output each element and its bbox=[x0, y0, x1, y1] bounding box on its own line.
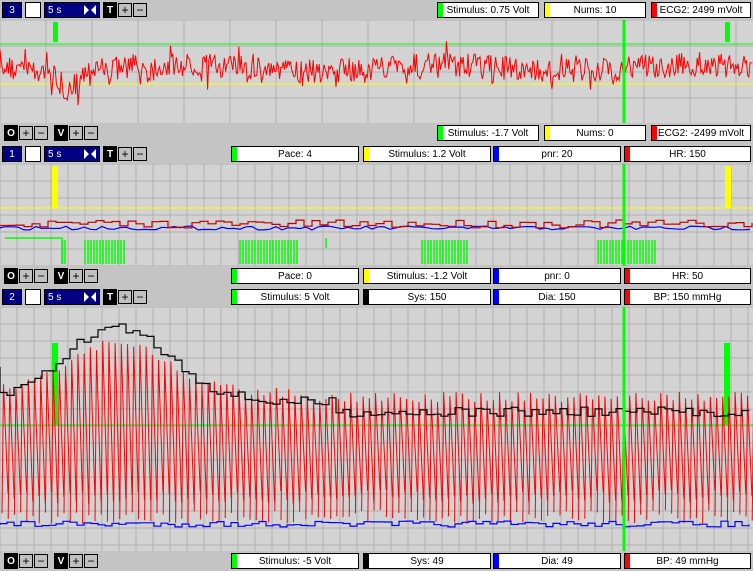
offset-toggle[interactable]: O bbox=[4, 125, 18, 141]
hr-max-field: HR: 150 bbox=[624, 146, 751, 162]
time-toggle[interactable]: T bbox=[103, 289, 117, 305]
time-plus-button[interactable]: + bbox=[118, 147, 132, 161]
pnr-trace bbox=[0, 225, 751, 231]
offset-plus-button[interactable]: + bbox=[19, 554, 33, 568]
offset-plus-button[interactable]: + bbox=[19, 126, 33, 140]
volt-minus-button[interactable]: − bbox=[84, 126, 98, 140]
offset-minus-button[interactable]: − bbox=[34, 554, 48, 568]
bp-max-field: BP: 150 mmHg bbox=[624, 289, 751, 305]
pace-marks bbox=[61, 240, 656, 264]
dia-max-field: Dia: 150 bbox=[493, 289, 621, 305]
volt-minus-button[interactable]: − bbox=[84, 554, 98, 568]
pnr-min-field: pnr: 0 bbox=[493, 268, 621, 284]
channel-number[interactable]: 2 bbox=[2, 289, 22, 305]
sys-min-field: Sys: 49 bbox=[363, 553, 491, 569]
channel-number[interactable]: 1 bbox=[2, 146, 22, 162]
volt-toggle[interactable]: V bbox=[54, 268, 68, 284]
stimulus-marker bbox=[725, 22, 730, 42]
stimulus-marker bbox=[724, 343, 730, 425]
panel-1-bottom-bar: O + − V + − Pace: 0 Stimulus: -1.2 Volt … bbox=[0, 266, 753, 286]
grid-lines bbox=[0, 164, 753, 266]
pace-max-field: Pace: 4 bbox=[231, 146, 359, 162]
hr-min-field: HR: 50 bbox=[624, 268, 751, 284]
blood-pressure-plot[interactable] bbox=[0, 307, 753, 551]
expand-arrows-icon[interactable] bbox=[83, 291, 97, 303]
channel-color-swatch[interactable] bbox=[25, 146, 41, 162]
expand-arrows-icon[interactable] bbox=[83, 148, 97, 160]
bp-trace bbox=[1, 340, 753, 524]
panel-3-top-bar: 3 5 s T + − Stimulus: 0.75 Volt Nums: 10… bbox=[0, 0, 753, 20]
duration-label: 5 s bbox=[48, 148, 62, 160]
stimulus-min-field: Stimulus: -5 Volt bbox=[231, 553, 359, 569]
time-minus-button[interactable]: − bbox=[133, 147, 147, 161]
time-toggle[interactable]: T bbox=[103, 2, 117, 18]
duration-label: 5 s bbox=[48, 4, 62, 16]
expand-arrows-icon[interactable] bbox=[83, 4, 97, 16]
ecg2-max-field: ECG2: 2499 mVolt bbox=[651, 2, 751, 18]
duration-selector[interactable]: 5 s bbox=[44, 289, 100, 305]
time-plus-button[interactable]: + bbox=[118, 3, 132, 17]
volt-plus-button[interactable]: + bbox=[69, 269, 83, 283]
ecg-plot[interactable] bbox=[0, 20, 753, 123]
duration-label: 5 s bbox=[48, 291, 62, 303]
time-minus-button[interactable]: − bbox=[133, 3, 147, 17]
duration-selector[interactable]: 5 s bbox=[44, 2, 100, 18]
ecg2-min-field: ECG2: -2499 mVolt bbox=[651, 125, 751, 141]
offset-plus-button[interactable]: + bbox=[19, 269, 33, 283]
offset-toggle[interactable]: O bbox=[4, 268, 18, 284]
channel-color-swatch[interactable] bbox=[25, 2, 41, 18]
pnr-max-field: pnr: 20 bbox=[493, 146, 621, 162]
panel-2-bottom-bar: O + − V + − Stimulus: -5 Volt Sys: 49 Di… bbox=[0, 551, 753, 571]
sys-max-field: Sys: 150 bbox=[363, 289, 491, 305]
time-plus-button[interactable]: + bbox=[118, 290, 132, 304]
panel-2-top-bar: 2 5 s T + − Stimulus: 5 Volt Sys: 150 Di… bbox=[0, 287, 753, 307]
grid-lines bbox=[0, 307, 753, 551]
grid-lines bbox=[0, 20, 753, 123]
offset-minus-button[interactable]: − bbox=[34, 269, 48, 283]
time-toggle[interactable]: T bbox=[103, 146, 117, 162]
channel-color-swatch[interactable] bbox=[25, 289, 41, 305]
duration-selector[interactable]: 5 s bbox=[44, 146, 100, 162]
pace-min-field: Pace: 0 bbox=[231, 268, 359, 284]
volt-plus-button[interactable]: + bbox=[69, 554, 83, 568]
stimulus-marker bbox=[53, 22, 58, 42]
pace-hr-plot[interactable] bbox=[0, 164, 753, 266]
stimulus-min-field: Stimulus: -1.2 Volt bbox=[363, 268, 491, 284]
nums-min-field: Nums: 0 bbox=[544, 125, 646, 141]
stimulus-marker bbox=[52, 166, 58, 208]
volt-toggle[interactable]: V bbox=[54, 125, 68, 141]
hr-trace bbox=[0, 219, 753, 229]
stimulus-marker bbox=[52, 343, 58, 425]
stimulus-max-field: Stimulus: 5 Volt bbox=[231, 289, 359, 305]
dia-min-field: Dia: 49 bbox=[493, 553, 621, 569]
bp-min-field: BP: 49 mmHg bbox=[624, 553, 751, 569]
ecg2-trace bbox=[0, 41, 753, 106]
offset-toggle[interactable]: O bbox=[4, 553, 18, 569]
stimulus-min-field: Stimulus: -1.7 Volt bbox=[437, 125, 539, 141]
stimulus-max-field: Stimulus: 1.2 Volt bbox=[363, 146, 491, 162]
time-minus-button[interactable]: − bbox=[133, 290, 147, 304]
nums-max-field: Nums: 10 bbox=[544, 2, 646, 18]
pace-baseline bbox=[5, 237, 327, 264]
volt-toggle[interactable]: V bbox=[54, 553, 68, 569]
stimulus-max-field: Stimulus: 0.75 Volt bbox=[437, 2, 539, 18]
panel-3-bottom-bar: O + − V + − Stimulus: -1.7 Volt Nums: 0 … bbox=[0, 123, 753, 143]
channel-number[interactable]: 3 bbox=[2, 2, 22, 18]
panel-1-top-bar: 1 5 s T + − Pace: 4 Stimulus: 1.2 Volt p… bbox=[0, 144, 753, 164]
offset-minus-button[interactable]: − bbox=[34, 126, 48, 140]
volt-minus-button[interactable]: − bbox=[84, 269, 98, 283]
stimulus-marker bbox=[725, 166, 731, 208]
volt-plus-button[interactable]: + bbox=[69, 126, 83, 140]
